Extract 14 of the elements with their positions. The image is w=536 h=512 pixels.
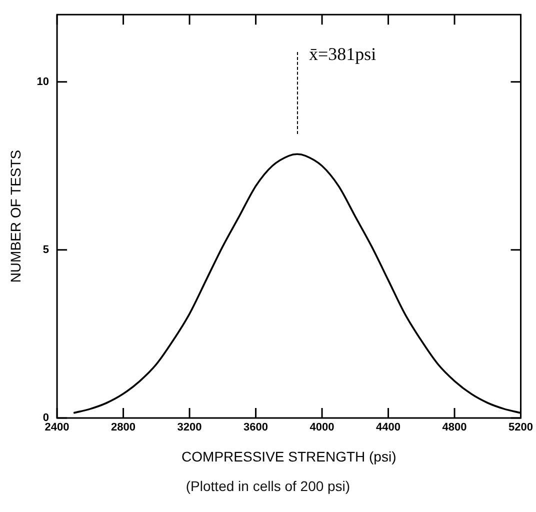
y-tick-label: 10 [36, 76, 50, 88]
y-axis-title: NUMBER OF TESTS [7, 150, 24, 283]
x-tick-label: 3600 [244, 422, 268, 434]
x-axis-title: COMPRESSIVE STRENGTH (psi) [182, 448, 396, 464]
annotation: x̄=381psi [309, 44, 376, 65]
x-tick-label: 3200 [177, 422, 202, 434]
text: (Plotted in cells of 200 psi) [184, 478, 352, 494]
x-tick-label: 4800 [442, 422, 467, 434]
x-tick-label: 5200 [508, 422, 534, 434]
x-tick-label: 2800 [111, 422, 136, 434]
x-tick-label: 4400 [376, 422, 401, 434]
y-tick-label: 5 [42, 244, 50, 256]
x-tick-label: 2400 [44, 422, 70, 434]
x-tick-label: 4000 [310, 422, 334, 434]
